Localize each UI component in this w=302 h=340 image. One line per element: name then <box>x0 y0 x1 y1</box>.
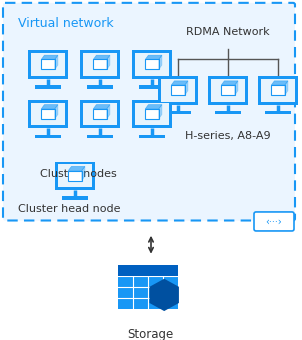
FancyBboxPatch shape <box>118 265 178 309</box>
FancyBboxPatch shape <box>80 100 120 128</box>
Polygon shape <box>145 109 159 119</box>
FancyBboxPatch shape <box>158 76 198 104</box>
Polygon shape <box>82 166 85 181</box>
FancyBboxPatch shape <box>83 53 117 76</box>
FancyBboxPatch shape <box>31 53 65 76</box>
FancyBboxPatch shape <box>254 212 294 231</box>
Polygon shape <box>55 105 58 119</box>
Text: Storage: Storage <box>127 328 173 340</box>
Polygon shape <box>93 105 110 109</box>
FancyBboxPatch shape <box>28 100 68 128</box>
FancyBboxPatch shape <box>80 50 120 79</box>
Polygon shape <box>68 166 85 171</box>
Polygon shape <box>41 105 58 109</box>
Polygon shape <box>93 59 107 69</box>
FancyBboxPatch shape <box>118 265 178 276</box>
FancyBboxPatch shape <box>132 100 172 128</box>
FancyBboxPatch shape <box>55 162 95 190</box>
FancyBboxPatch shape <box>3 3 295 221</box>
Polygon shape <box>171 81 188 85</box>
FancyBboxPatch shape <box>139 85 165 89</box>
Text: Virtual network: Virtual network <box>18 17 114 30</box>
Polygon shape <box>171 85 185 95</box>
Polygon shape <box>145 59 159 69</box>
Polygon shape <box>159 105 162 119</box>
FancyBboxPatch shape <box>139 135 165 138</box>
FancyBboxPatch shape <box>62 197 88 200</box>
FancyBboxPatch shape <box>132 50 172 79</box>
FancyBboxPatch shape <box>215 111 241 114</box>
Polygon shape <box>55 55 58 69</box>
Polygon shape <box>93 55 110 59</box>
FancyBboxPatch shape <box>208 76 248 104</box>
FancyBboxPatch shape <box>265 111 291 114</box>
FancyBboxPatch shape <box>31 103 65 125</box>
Text: Cluster nodes: Cluster nodes <box>40 169 116 179</box>
Text: Cluster head node: Cluster head node <box>18 204 120 214</box>
FancyBboxPatch shape <box>58 165 92 187</box>
Polygon shape <box>107 105 110 119</box>
FancyBboxPatch shape <box>135 103 169 125</box>
Polygon shape <box>285 81 288 95</box>
FancyBboxPatch shape <box>165 111 191 114</box>
Polygon shape <box>271 81 288 85</box>
FancyBboxPatch shape <box>261 79 295 102</box>
Polygon shape <box>107 55 110 69</box>
FancyBboxPatch shape <box>87 135 113 138</box>
Text: ‹···›: ‹···› <box>266 217 282 226</box>
FancyBboxPatch shape <box>83 103 117 125</box>
FancyBboxPatch shape <box>35 85 61 89</box>
Polygon shape <box>41 59 55 69</box>
Polygon shape <box>149 279 179 311</box>
FancyBboxPatch shape <box>35 135 61 138</box>
FancyBboxPatch shape <box>161 79 195 102</box>
FancyBboxPatch shape <box>28 50 68 79</box>
Polygon shape <box>145 55 162 59</box>
Polygon shape <box>271 85 285 95</box>
Polygon shape <box>68 171 82 181</box>
Polygon shape <box>41 55 58 59</box>
FancyBboxPatch shape <box>258 76 298 104</box>
Polygon shape <box>221 85 235 95</box>
Polygon shape <box>221 81 238 85</box>
FancyBboxPatch shape <box>135 53 169 76</box>
FancyBboxPatch shape <box>211 79 245 102</box>
Polygon shape <box>145 105 162 109</box>
Text: RDMA Network: RDMA Network <box>186 27 270 37</box>
Polygon shape <box>185 81 188 95</box>
Polygon shape <box>159 55 162 69</box>
Polygon shape <box>235 81 238 95</box>
Polygon shape <box>93 109 107 119</box>
Polygon shape <box>41 109 55 119</box>
Text: H-series, A8-A9: H-series, A8-A9 <box>185 131 271 141</box>
FancyBboxPatch shape <box>87 85 113 89</box>
